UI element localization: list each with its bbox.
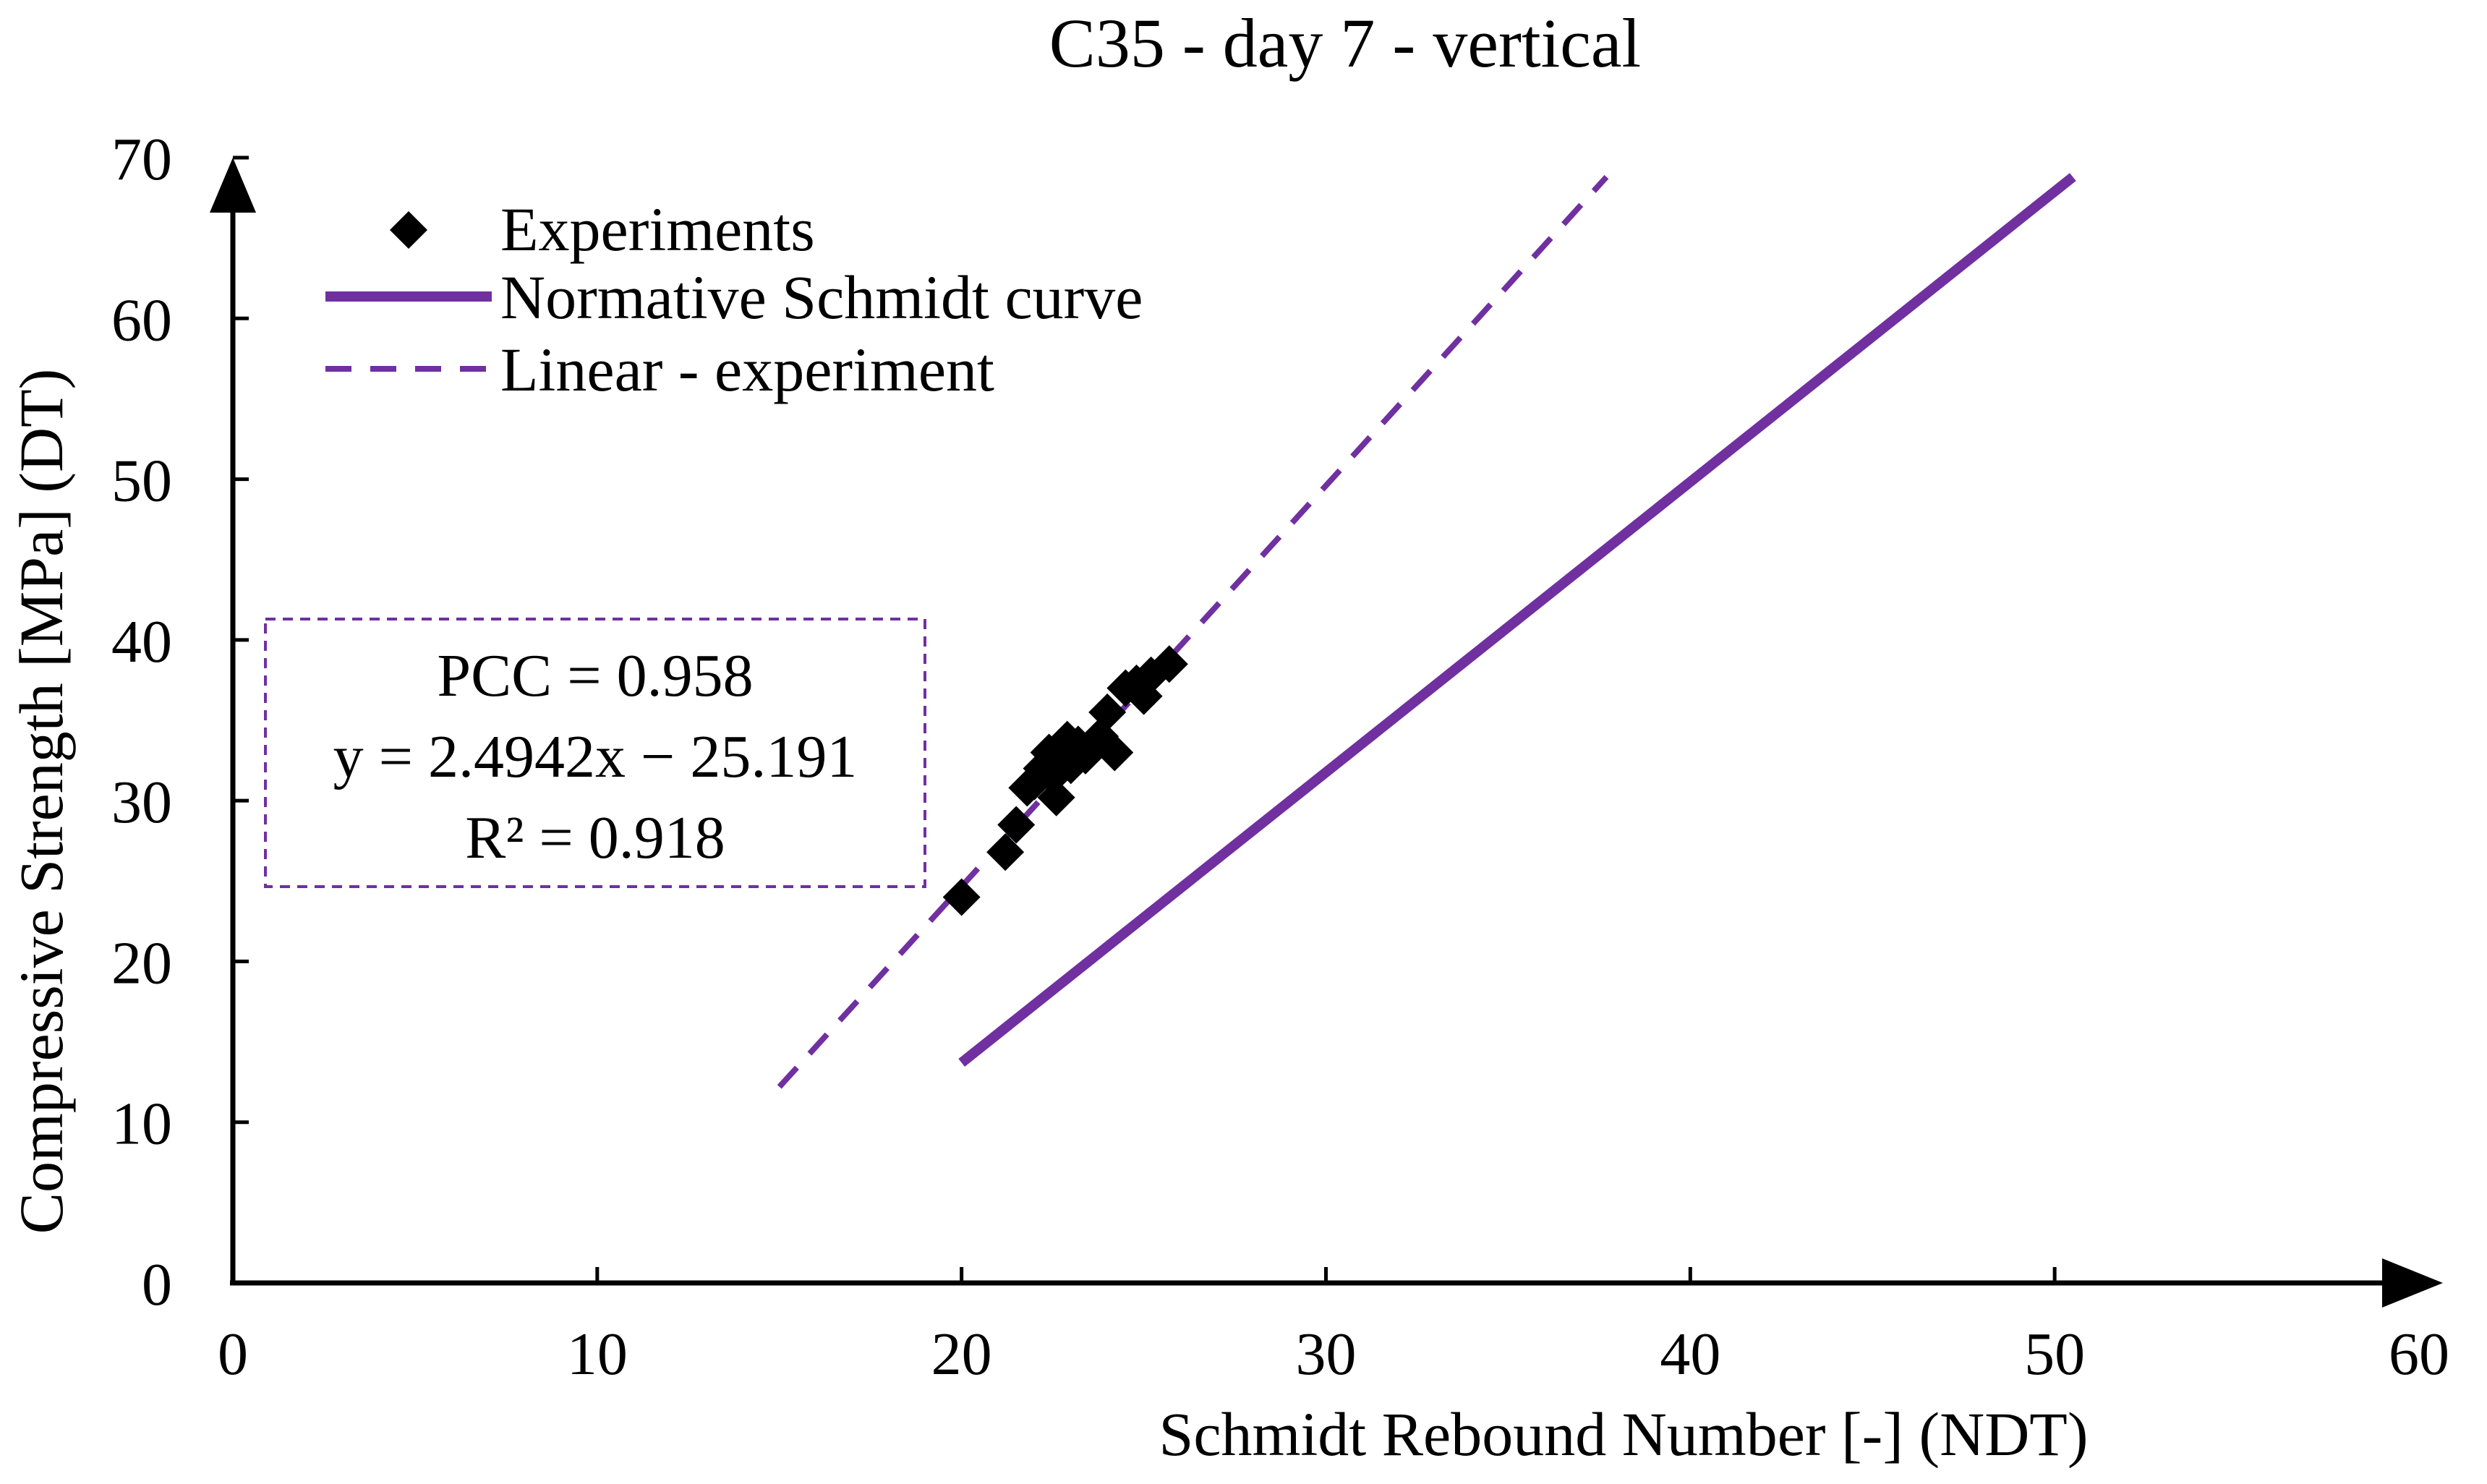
plot-lines bbox=[777, 173, 2076, 1089]
data-point bbox=[942, 878, 981, 916]
y-tick-label: 20 bbox=[111, 929, 172, 997]
legend-label-normative-curve: Normative Schmidt curve bbox=[500, 263, 1143, 332]
annotation-box bbox=[264, 618, 926, 888]
y-tick-label: 50 bbox=[111, 448, 172, 515]
legend-diamond-icon bbox=[390, 211, 427, 249]
legend-item-linear-experiment: Linear - experiment bbox=[325, 335, 994, 404]
legend-item-normative-curve: Normative Schmidt curve bbox=[325, 263, 1143, 332]
annotation-equation: y = 2.4942x − 25.191 bbox=[333, 723, 858, 790]
data-point bbox=[1096, 733, 1134, 772]
y-tick-label: 30 bbox=[111, 769, 172, 836]
legend-item-experiments: Experiments bbox=[390, 195, 815, 264]
x-tick-label: 50 bbox=[2024, 1321, 2085, 1388]
y-axis-arrow-icon bbox=[210, 158, 256, 213]
y-axis-label: Compressive Strength [MPa] (DT) bbox=[7, 369, 76, 1234]
data-point bbox=[1150, 645, 1188, 683]
y-tick-label: 0 bbox=[142, 1251, 172, 1318]
x-tick-label: 40 bbox=[1660, 1321, 1720, 1388]
legend: Experiments Normative Schmidt curve Line… bbox=[325, 195, 1143, 404]
data-point bbox=[1037, 778, 1075, 816]
x-axis-label: Schmidt Rebound Number [-] (NDT) bbox=[1159, 1399, 2089, 1469]
x-axis-arrow-icon bbox=[2382, 1258, 2443, 1308]
annotation-pcc: PCC = 0.958 bbox=[437, 642, 753, 709]
data-point bbox=[997, 806, 1036, 844]
y-tick-label: 10 bbox=[111, 1091, 172, 1158]
legend-label-linear-experiment: Linear - experiment bbox=[500, 335, 994, 404]
annotation-r-squared: R² = 0.918 bbox=[465, 804, 725, 871]
chart-title: C35 - day 7 - vertical bbox=[1049, 4, 1641, 82]
y-tick-label: 70 bbox=[111, 126, 172, 193]
legend-label-experiments: Experiments bbox=[500, 195, 815, 264]
data-point bbox=[986, 833, 1025, 871]
regression-annotation: PCC = 0.958 y = 2.4942x − 25.191 R² = 0.… bbox=[264, 618, 926, 888]
x-tick-label: 60 bbox=[2389, 1321, 2449, 1388]
plot-points bbox=[942, 645, 1188, 916]
ticks: 0 10 20 30 40 50 60 0 10 20 30 40 50 60 70 bbox=[111, 126, 2449, 1388]
linear-fit-line bbox=[777, 174, 1609, 1089]
axes bbox=[210, 158, 2443, 1308]
x-tick-label: 10 bbox=[567, 1321, 628, 1388]
y-tick-label: 40 bbox=[111, 608, 172, 675]
y-tick-label: 60 bbox=[111, 286, 172, 354]
normative-curve-line bbox=[958, 173, 2076, 1067]
data-point bbox=[1088, 693, 1127, 731]
x-tick-label: 30 bbox=[1296, 1321, 1357, 1388]
x-tick-label: 20 bbox=[931, 1321, 992, 1388]
x-tick-label: 0 bbox=[218, 1321, 248, 1388]
